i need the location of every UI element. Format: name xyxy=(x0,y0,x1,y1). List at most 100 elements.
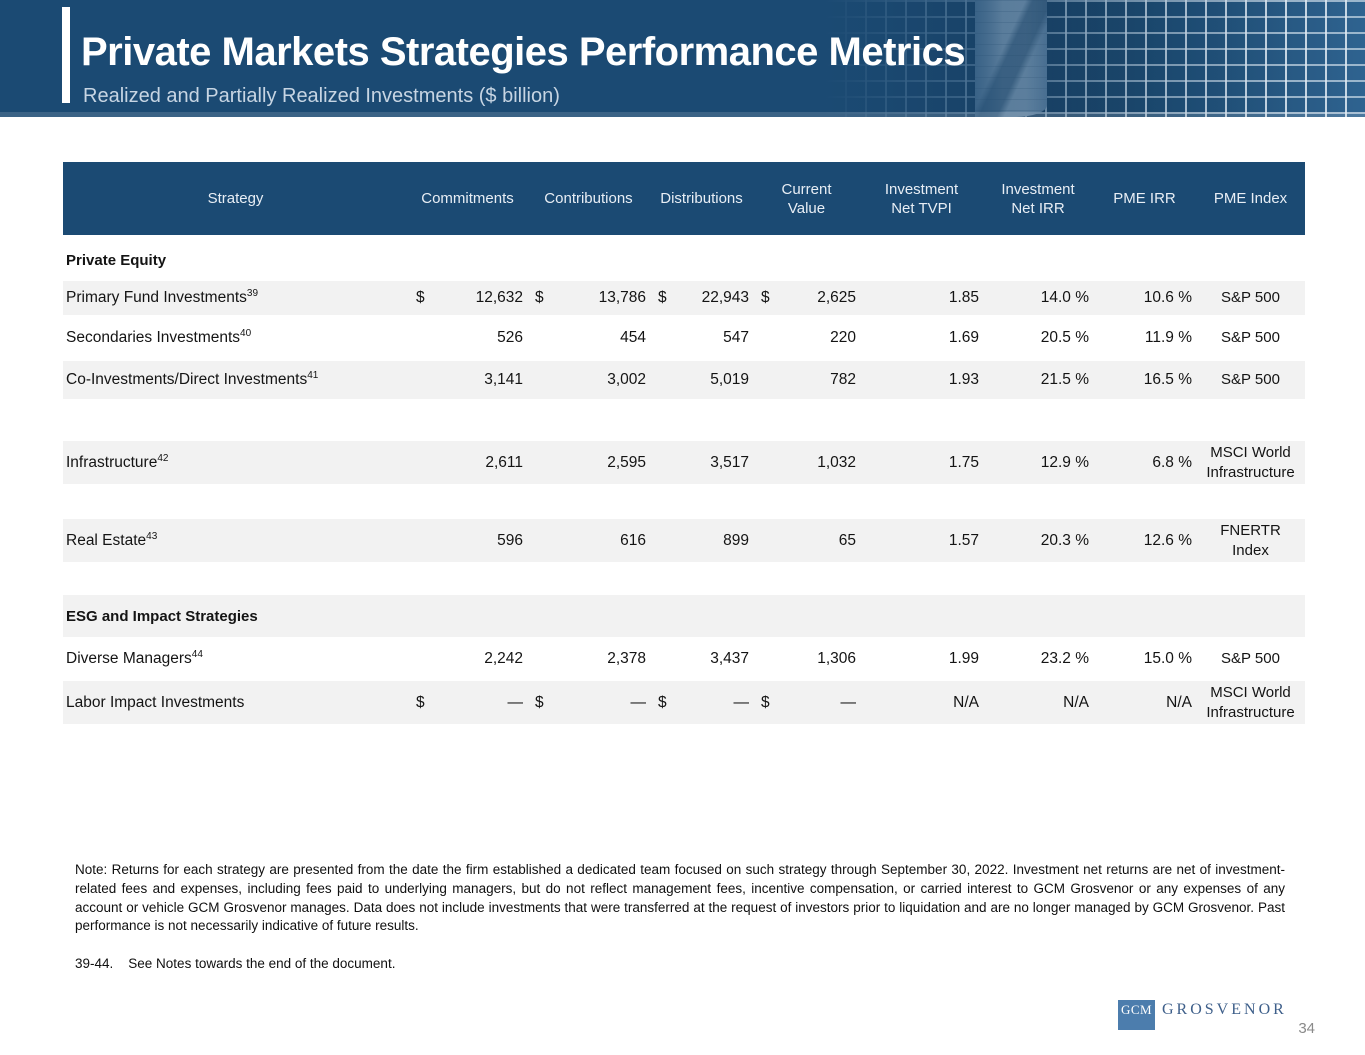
pme-index-cell: S&P 500 xyxy=(1221,649,1280,667)
page-subtitle: Realized and Partially Realized Investme… xyxy=(83,85,560,107)
contributions-cell: 616 xyxy=(527,532,650,550)
amount-value: — xyxy=(840,693,857,711)
row-spacer xyxy=(63,562,1305,595)
net-tvpi-cell: 1.99 xyxy=(948,649,979,667)
commitments-cell: $ — xyxy=(408,694,527,712)
row-spacer xyxy=(63,484,1305,519)
net-tvpi-cell: 1.57 xyxy=(948,531,979,549)
page-number: 34 xyxy=(1298,1020,1315,1037)
net-tvpi-cell: N/A xyxy=(953,693,979,711)
strategy-name: Infrastructure42 xyxy=(66,452,169,472)
banner-fade-overlay xyxy=(825,0,1365,117)
contributions-cell: 3,002 xyxy=(527,371,650,389)
row-spacer xyxy=(63,680,1305,681)
strategy-name: Co-Investments/Direct Investments41 xyxy=(66,370,319,389)
commitments-cell: $12,632 xyxy=(408,289,527,307)
current-value-cell: $ — xyxy=(753,694,860,712)
pme-index-cell: S&P 500 xyxy=(1221,289,1280,306)
strategy-name: Real Estate43 xyxy=(66,530,158,550)
col-header-current-value: Current Value xyxy=(781,180,832,217)
pme-irr-cell: 10.6 % xyxy=(1143,289,1192,306)
dollar-sign: $ xyxy=(535,693,544,711)
footnote-ref: 39 xyxy=(246,288,259,300)
performance-metrics-table: Strategy Commitments Contributions Distribu… xyxy=(63,162,1305,724)
amount-value: 596 xyxy=(497,531,523,549)
current-value-cell: 220 xyxy=(753,329,860,347)
footnote-text: See Notes towards the end of the documen… xyxy=(128,956,396,971)
amount-value: — xyxy=(630,693,647,711)
col-header-contributions: Contributions xyxy=(544,190,633,207)
net-irr-cell: N/A xyxy=(1063,693,1089,711)
col-header-net-tvpi: Investment Net TVPI xyxy=(884,180,959,217)
contributions-cell: 454 xyxy=(527,329,650,347)
amount-value: 3,002 xyxy=(607,371,646,388)
contributions-cell: $ — xyxy=(527,694,650,712)
strategy-name: Diverse Managers44 xyxy=(66,648,203,668)
row-spacer xyxy=(63,357,1305,361)
strategy-name: Primary Fund Investments39 xyxy=(66,288,259,307)
dollar-sign: $ xyxy=(658,693,667,711)
pme-irr-cell: 15.0 % xyxy=(1143,649,1192,667)
amount-value: 2,625 xyxy=(817,289,856,306)
amount-value: 782 xyxy=(830,371,856,388)
dollar-sign: $ xyxy=(416,289,425,306)
table-row: Co-Investments/Direct Investments41 3,141… xyxy=(63,361,1305,399)
disclosure-note: Note: Returns for each strategy are pres… xyxy=(75,862,1285,934)
strategy-name: Labor Impact Investments xyxy=(66,693,245,711)
distributions-cell: 5,019 xyxy=(650,371,753,389)
contributions-cell: $13,786 xyxy=(527,289,650,307)
table-body: Private Equity Primary Fund Investments39… xyxy=(63,240,1305,724)
commitments-cell: 2,611 xyxy=(408,454,527,472)
table-row: Diverse Managers44 2,242 2,378 3,437 1,306 1.… xyxy=(63,637,1305,680)
section-header-row: Private Equity xyxy=(63,240,1305,281)
amount-value: 2,378 xyxy=(607,649,646,667)
footnote-ref: 41 xyxy=(307,370,319,382)
contributions-cell: 2,595 xyxy=(527,454,650,472)
net-irr-cell: 20.3 % xyxy=(1040,531,1089,549)
pme-irr-cell: 12.6 % xyxy=(1143,531,1192,549)
net-tvpi-cell: 1.75 xyxy=(948,453,979,471)
contributions-cell: 2,378 xyxy=(527,650,650,668)
distributions-cell: $22,943 xyxy=(650,289,753,307)
distributions-cell: 899 xyxy=(650,532,753,550)
dollar-sign: $ xyxy=(535,289,544,306)
table-row: Primary Fund Investments39 $12,632 $13,786… xyxy=(63,281,1305,315)
amount-value: 616 xyxy=(620,531,646,549)
amount-value: 454 xyxy=(620,329,646,346)
current-value-cell: 782 xyxy=(753,371,860,389)
current-value-cell: 1,032 xyxy=(753,454,860,472)
pme-index-cell: MSCI World Infrastructure xyxy=(1206,443,1295,481)
dollar-sign: $ xyxy=(761,289,770,306)
footnote-line: 39-44. See Notes towards the end of the d… xyxy=(75,956,395,971)
title-accent-bar xyxy=(62,7,70,103)
net-tvpi-cell: 1.93 xyxy=(948,371,979,388)
grosvenor-wordmark: GROSVENOR xyxy=(1162,1001,1287,1018)
net-irr-cell: 14.0 % xyxy=(1040,289,1089,306)
dollar-sign: $ xyxy=(658,289,667,306)
amount-value: 3,517 xyxy=(710,453,749,471)
footnote-ref: 40 xyxy=(240,328,252,340)
section-label: Private Equity xyxy=(66,252,167,269)
section-label: ESG and Impact Strategies xyxy=(66,607,258,625)
table-header-row: Strategy Commitments Contributions Distribu… xyxy=(63,162,1305,235)
row-spacer xyxy=(63,315,1305,319)
net-irr-cell: 20.5 % xyxy=(1040,329,1089,346)
footnote-ref: 44 xyxy=(191,648,203,660)
col-header-distributions: Distributions xyxy=(660,190,743,207)
row-spacer xyxy=(63,399,1305,441)
net-irr-cell: 23.2 % xyxy=(1040,649,1089,667)
amount-value: 526 xyxy=(497,329,523,346)
amount-value: 3,437 xyxy=(710,649,749,667)
gcm-grosvenor-logo: GCM GROSVENOR xyxy=(1118,1000,1287,1030)
net-irr-cell: 21.5 % xyxy=(1040,371,1089,388)
pme-index-cell: S&P 500 xyxy=(1221,329,1280,346)
footnote-ref: 42 xyxy=(157,452,169,464)
banner-building-image xyxy=(825,0,1365,117)
footnote-ref: 43 xyxy=(146,530,158,542)
distributions-cell: $ — xyxy=(650,694,753,712)
current-value-cell: 1,306 xyxy=(753,650,860,668)
distributions-cell: 3,437 xyxy=(650,650,753,668)
amount-value: 2,611 xyxy=(485,453,523,471)
amount-value: 22,943 xyxy=(701,289,749,306)
amount-value: 3,141 xyxy=(484,371,523,388)
